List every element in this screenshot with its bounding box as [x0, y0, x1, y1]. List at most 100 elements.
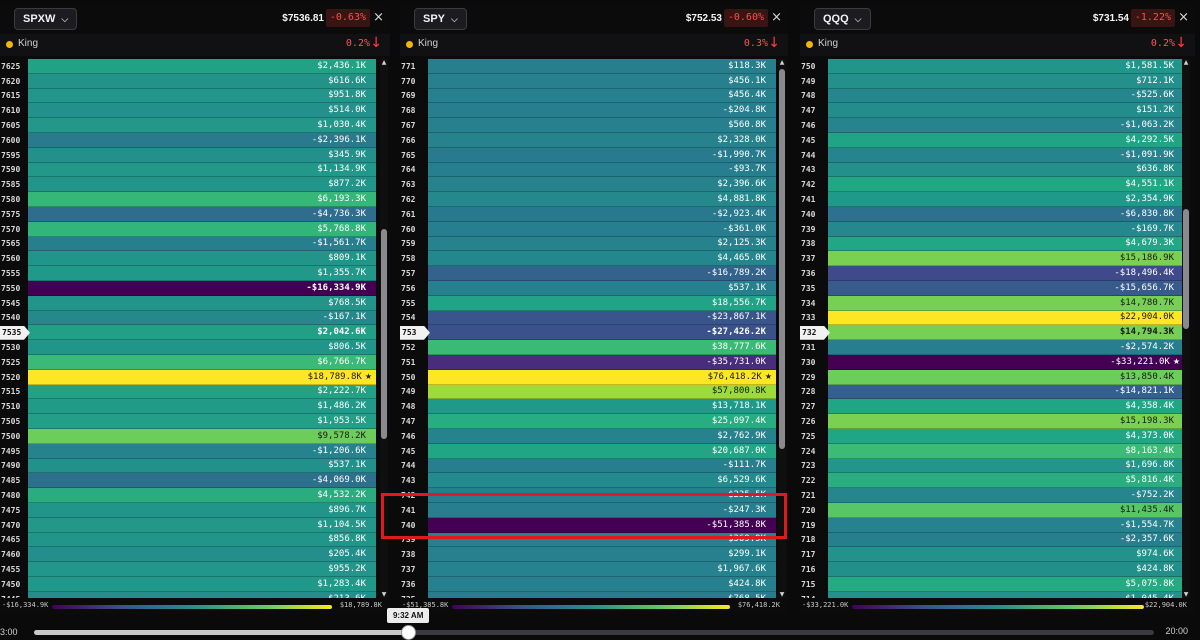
scrollbar-thumb[interactable]	[1183, 209, 1189, 329]
strike-row[interactable]: 7475 $896.7K	[0, 503, 376, 518]
strike-row[interactable]: 738 $4,679.3K	[800, 236, 1184, 252]
scroll-down-icon[interactable]: ▼	[1183, 591, 1189, 598]
close-icon[interactable]: ×	[1178, 10, 1189, 25]
strike-row[interactable]: 729 $13,850.4K	[800, 369, 1184, 385]
strike-row[interactable]: 7510 $1,486.2K	[0, 399, 376, 415]
scroll-up-icon[interactable]: ▲	[1183, 59, 1189, 66]
strike-row[interactable]: 736 $424.8K	[400, 577, 776, 592]
strike-grid[interactable]: 750 $1,581.5K 749 $712.1K 748 -$525.6K 747 $151…	[800, 59, 1184, 598]
strike-row[interactable]: 7560 $809.1K	[0, 251, 376, 267]
strike-row[interactable]: 760 -$361.0K	[400, 221, 776, 237]
strike-row[interactable]: 722 $5,816.4K	[800, 473, 1184, 489]
strike-row[interactable]: 7515 $2,222.7K	[0, 384, 376, 400]
strike-row[interactable]: 7545 $768.5K	[0, 295, 376, 311]
strike-row[interactable]: 750 $1,581.5K	[800, 59, 1184, 74]
scrollbar-thumb[interactable]	[779, 69, 785, 449]
strike-row[interactable]: 758 $4,465.0K	[400, 251, 776, 267]
strike-row[interactable]: 754 -$23,867.1K	[400, 310, 776, 326]
strike-row[interactable]: 766 $2,328.0K	[400, 133, 776, 148]
strike-row[interactable]: 7485 -$4,069.0K	[0, 473, 376, 489]
strike-row[interactable]: 757 -$16,789.2K	[400, 266, 776, 281]
strike-row[interactable]: 747 $25,097.4K	[400, 414, 776, 429]
strike-row[interactable]: 742 $235.5K	[400, 488, 776, 503]
strike-row[interactable]: 7450 $1,283.4K	[0, 577, 376, 592]
strike-row[interactable]: 763 $2,396.6K	[400, 177, 776, 193]
strike-row[interactable]: 735 -$768.5K	[400, 591, 776, 598]
strike-row[interactable]: 7625 $2,436.1K	[0, 59, 376, 74]
strike-row[interactable]: 7525 $6,766.7K	[0, 355, 376, 370]
strike-row[interactable]: 737 $1,967.6K	[400, 562, 776, 577]
strike-row[interactable]: 728 -$14,821.1K	[800, 384, 1184, 400]
strike-row[interactable]: 7610 $514.0K	[0, 103, 376, 119]
strike-row[interactable]: 716 $424.8K	[800, 562, 1184, 577]
strike-row[interactable]: 7480 $4,532.2K	[0, 488, 376, 503]
strike-row[interactable]: 7530 $806.5K	[0, 340, 376, 355]
strike-row[interactable]: 751 -$35,731.0K	[400, 355, 776, 370]
strike-row[interactable]: 744 -$111.7K	[400, 458, 776, 474]
strike-row[interactable]: 730 -$33,221.0K ★	[800, 355, 1184, 370]
strike-row[interactable]: 742 $4,551.1K	[800, 177, 1184, 193]
scroll-down-icon[interactable]: ▼	[381, 591, 387, 598]
strike-row[interactable]: 7615 $951.8K	[0, 88, 376, 104]
strike-row[interactable]: 7535 $2,042.6K	[0, 325, 376, 341]
strike-row[interactable]: 745 $20,687.0K	[400, 443, 776, 459]
strike-row[interactable]: 725 $4,373.0K	[800, 429, 1184, 444]
time-slider[interactable]: 3:00 20:00	[0, 618, 1200, 640]
ticker-select[interactable]: SPY ⌵	[414, 8, 467, 30]
strike-row[interactable]: 7500 $9,578.2K	[0, 429, 376, 444]
scroll-up-icon[interactable]: ▲	[381, 59, 387, 66]
strike-row[interactable]: 753 -$27,426.2K	[400, 325, 776, 341]
strike-row[interactable]: 752 $38,777.6K	[400, 340, 776, 355]
strike-row[interactable]: 7455 $955.2K	[0, 562, 376, 577]
strike-row[interactable]: 7570 $5,768.8K	[0, 221, 376, 237]
strike-row[interactable]: 726 $15,198.3K	[800, 414, 1184, 429]
strike-row[interactable]: 737 $15,186.9K	[800, 251, 1184, 267]
strike-row[interactable]: 741 -$247.3K	[400, 503, 776, 518]
strike-row[interactable]: 731 -$2,574.2K	[800, 340, 1184, 355]
strike-row[interactable]: 743 $6,529.6K	[400, 473, 776, 489]
strike-row[interactable]: 7540 -$167.1K	[0, 310, 376, 326]
strike-row[interactable]: 724 $8,163.4K	[800, 443, 1184, 459]
timeline-knob[interactable]	[401, 625, 417, 640]
strike-row[interactable]: 770 $456.1K	[400, 73, 776, 89]
strike-row[interactable]: 755 $18,556.7K	[400, 295, 776, 311]
timeline-track[interactable]	[34, 630, 1154, 635]
strike-row[interactable]: 7575 -$4,736.3K	[0, 207, 376, 222]
strike-row[interactable]: 762 $4,881.8K	[400, 192, 776, 207]
scrollbar[interactable]: ▲ ▼	[1182, 59, 1190, 598]
strike-grid[interactable]: 771 $118.3K 770 $456.1K 769 $456.4K 768 -$204.8…	[400, 59, 776, 598]
strike-row[interactable]: 767 $560.8K	[400, 118, 776, 133]
strike-row[interactable]: 7620 $616.6K	[0, 73, 376, 89]
strike-row[interactable]: 718 -$2,357.6K	[800, 532, 1184, 548]
strike-row[interactable]: 768 -$204.8K	[400, 103, 776, 119]
strike-row[interactable]: 7505 $1,953.5K	[0, 414, 376, 429]
scrollbar[interactable]: ▲ ▼	[778, 59, 786, 598]
strike-row[interactable]: 771 $118.3K	[400, 59, 776, 74]
strike-row[interactable]: 7470 $1,104.5K	[0, 517, 376, 533]
scrollbar[interactable]: ▲ ▼	[380, 59, 388, 598]
strike-row[interactable]: 744 -$1,091.9K	[800, 147, 1184, 163]
ticker-select[interactable]: SPXW ⌵	[14, 8, 78, 30]
strike-row[interactable]: 764 -$93.7K	[400, 162, 776, 178]
strike-row[interactable]: 7585 $877.2K	[0, 177, 376, 193]
strike-row[interactable]: 7460 $205.4K	[0, 547, 376, 563]
strike-row[interactable]: 732 $14,794.3K	[800, 325, 1184, 341]
strike-row[interactable]: 719 -$1,554.7K	[800, 517, 1184, 533]
strike-row[interactable]: 720 $11,435.4K	[800, 503, 1184, 518]
strike-row[interactable]: 759 $2,125.3K	[400, 236, 776, 252]
strike-row[interactable]: 739 -$169.7K	[800, 221, 1184, 237]
strike-row[interactable]: 736 -$18,496.4K	[800, 266, 1184, 281]
strike-row[interactable]: 738 $299.1K	[400, 547, 776, 563]
strike-row[interactable]: 748 $13,718.1K	[400, 399, 776, 415]
ticker-select[interactable]: QQQ ⌵	[814, 8, 871, 30]
strike-row[interactable]: 745 $4,292.5K	[800, 133, 1184, 148]
strike-row[interactable]: 769 $456.4K	[400, 88, 776, 104]
strike-row[interactable]: 7580 $6,193.3K	[0, 192, 376, 207]
scroll-down-icon[interactable]: ▼	[779, 591, 785, 598]
strike-row[interactable]: 721 -$752.2K	[800, 488, 1184, 503]
strike-row[interactable]: 7520 $18,789.8K ★	[0, 369, 376, 385]
strike-row[interactable]: 750 $76,418.2K ★	[400, 369, 776, 385]
strike-row[interactable]: 739 $369.9K	[400, 532, 776, 548]
strike-row[interactable]: 715 $5,075.8K	[800, 577, 1184, 592]
close-icon[interactable]: ×	[771, 10, 782, 25]
